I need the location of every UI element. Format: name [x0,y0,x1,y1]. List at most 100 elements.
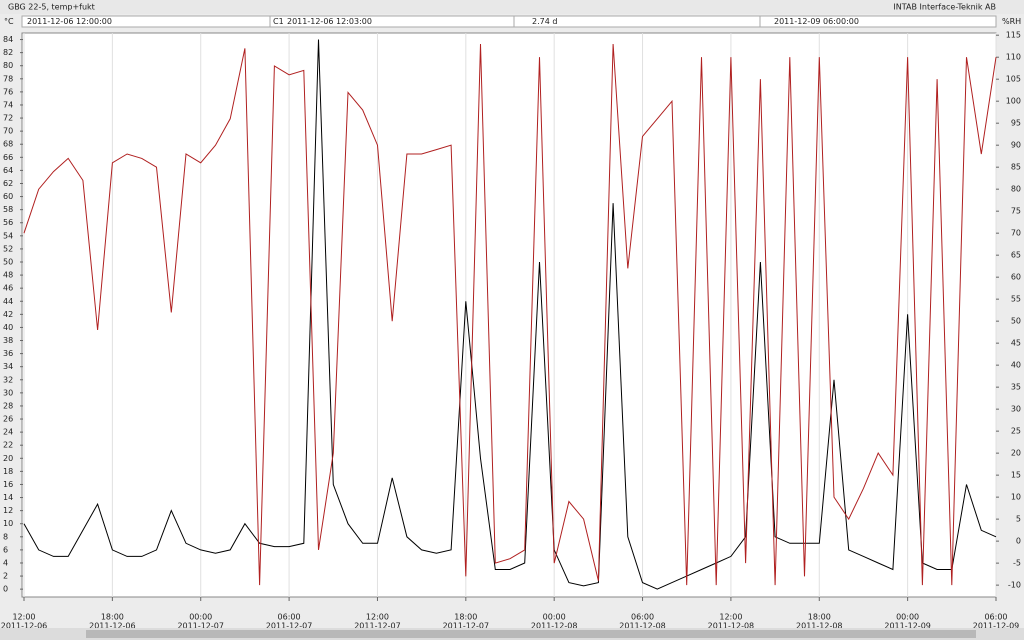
x-tick-label: 06:00 [631,613,654,622]
y-tick-label: 2 [3,572,8,581]
title-bar [0,0,1024,14]
x-tick-label: 12:00 [366,613,389,622]
y-tick-label: 56 [3,218,13,227]
cursor-label: C1 [273,17,284,26]
y-tick-label: 70 [3,127,13,136]
y2-tick-label: 30 [1011,405,1021,414]
y2-tick-label: 70 [1011,229,1021,238]
y-tick-label: 28 [3,401,13,410]
y-tick-label: 64 [3,166,13,175]
y-tick-label: 50 [3,258,13,267]
y2-tick-label: 55 [1011,295,1021,304]
x-tick-label: 00:00 [896,613,919,622]
y2-tick-label: 90 [1011,141,1021,150]
y2-tick-label: 0 [1016,537,1021,546]
plot-area [21,32,997,598]
cursor-time: 2011-12-06 12:03:00 [287,17,372,26]
x-tick-label: 06:00 [278,613,301,622]
y2-tick-label: 95 [1011,119,1021,128]
company: INTAB Interface-Teknik AB [893,3,996,12]
y-tick-label: 32 [3,375,13,384]
y-tick-label: 0 [3,585,8,594]
y-tick-label: 52 [3,244,13,253]
y2-tick-label: -10 [1008,581,1021,590]
y-tick-label: 74 [3,100,13,109]
scroll-thumb[interactable] [86,630,976,638]
x-tick-date: 2011-12-07 [177,622,224,631]
y-tick-label: 54 [3,231,13,240]
x-tick-label: 06:00 [984,613,1007,622]
y-tick-label: 12 [3,506,13,515]
y2-tick-label: 20 [1011,449,1021,458]
y2-tick-label: 5 [1016,515,1021,524]
y-tick-label: 46 [3,284,13,293]
x-tick-date: 2011-12-06 [1,622,48,631]
x-tick-date: 2011-12-08 [796,622,843,631]
span: 2.74 d [532,17,557,26]
y-tick-label: 18 [3,467,13,476]
x-tick-label: 18:00 [101,613,124,622]
end-field[interactable] [759,15,997,28]
y-tick-label: 60 [3,192,13,201]
y2-tick-label: 35 [1011,383,1021,392]
window-title: GBG 22-5, temp+fukt [8,3,95,12]
y-tick-label: 72 [3,114,13,123]
y2-tick-label: 115 [1006,31,1021,40]
x-tick-date: 2011-12-09 [884,622,931,631]
y2-tick-label: 75 [1011,207,1021,216]
y-tick-label: 84 [3,35,13,44]
x-tick-date: 2011-12-08 [531,622,578,631]
x-tick-date: 2011-12-07 [354,622,401,631]
y-tick-label: 40 [3,323,13,332]
y-tick-label: 78 [3,74,13,83]
y2-axis-label: %RH [1002,17,1021,26]
x-tick-label: 00:00 [189,613,212,622]
y-tick-label: 44 [3,297,13,306]
y-tick-label: 30 [3,388,13,397]
y-tick-label: 10 [3,519,13,528]
y-tick-label: 58 [3,205,13,214]
y-tick-label: 42 [3,310,13,319]
start-time: 2011-12-06 12:00:00 [27,17,112,26]
x-tick-label: 18:00 [454,613,477,622]
y-tick-label: 24 [3,428,13,437]
y-tick-label: 6 [3,545,8,554]
x-tick-date: 2011-12-07 [266,622,313,631]
y2-tick-label: 105 [1006,75,1021,84]
y-tick-label: 34 [3,362,13,371]
y-tick-label: 20 [3,454,13,463]
x-tick-date: 2011-12-06 [89,622,136,631]
y-tick-label: 80 [3,61,13,70]
y-tick-label: 36 [3,349,13,358]
y2-tick-label: 40 [1011,361,1021,370]
x-tick-label: 12:00 [719,613,742,622]
y2-tick-label: 100 [1006,97,1021,106]
y2-tick-label: 10 [1011,493,1021,502]
y2-tick-label: 85 [1011,163,1021,172]
y2-tick-label: 50 [1011,317,1021,326]
y-tick-label: 38 [3,336,13,345]
y2-tick-label: -5 [1013,559,1021,568]
series-line [23,39,997,590]
end-time: 2011-12-09 06:00:00 [774,17,859,26]
y2-tick-label: 65 [1011,251,1021,260]
y2-tick-label: 60 [1011,273,1021,282]
y-tick-label: 48 [3,271,13,280]
y2-tick-label: 45 [1011,339,1021,348]
y-tick-label: 62 [3,179,13,188]
y2-tick-label: 25 [1011,427,1021,436]
y2-tick-label: 110 [1006,53,1021,62]
y-tick-label: 4 [3,558,8,567]
x-tick-label: 00:00 [543,613,566,622]
x-tick-date: 2011-12-09 [973,622,1020,631]
y-tick-label: 14 [3,493,13,502]
y-tick-label: 16 [3,480,13,489]
y2-tick-label: 15 [1011,471,1021,480]
x-tick-date: 2011-12-08 [619,622,666,631]
series-line [23,43,997,586]
y-axis-label: °C [4,17,14,26]
x-tick-label: 12:00 [12,613,35,622]
y-tick-label: 22 [3,441,13,450]
x-tick-label: 18:00 [808,613,831,622]
